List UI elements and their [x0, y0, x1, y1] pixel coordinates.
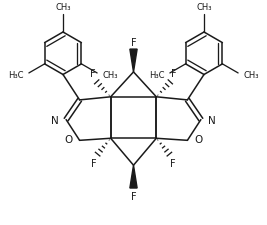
Text: O: O	[64, 135, 72, 145]
Polygon shape	[130, 165, 137, 188]
Text: F: F	[171, 68, 177, 78]
Text: H₃C: H₃C	[9, 71, 24, 80]
Text: N: N	[208, 115, 216, 125]
Text: F: F	[90, 68, 96, 78]
Text: N: N	[51, 115, 59, 125]
Text: CH₃: CH₃	[55, 3, 71, 12]
Text: F: F	[91, 159, 97, 169]
Text: F: F	[170, 159, 176, 169]
Text: CH₃: CH₃	[243, 71, 258, 80]
Polygon shape	[130, 50, 137, 73]
Text: CH₃: CH₃	[196, 3, 212, 12]
Text: CH₃: CH₃	[102, 71, 117, 80]
Text: F: F	[131, 191, 136, 201]
Text: H₃C: H₃C	[150, 71, 165, 80]
Text: O: O	[195, 135, 203, 145]
Text: F: F	[131, 37, 136, 47]
